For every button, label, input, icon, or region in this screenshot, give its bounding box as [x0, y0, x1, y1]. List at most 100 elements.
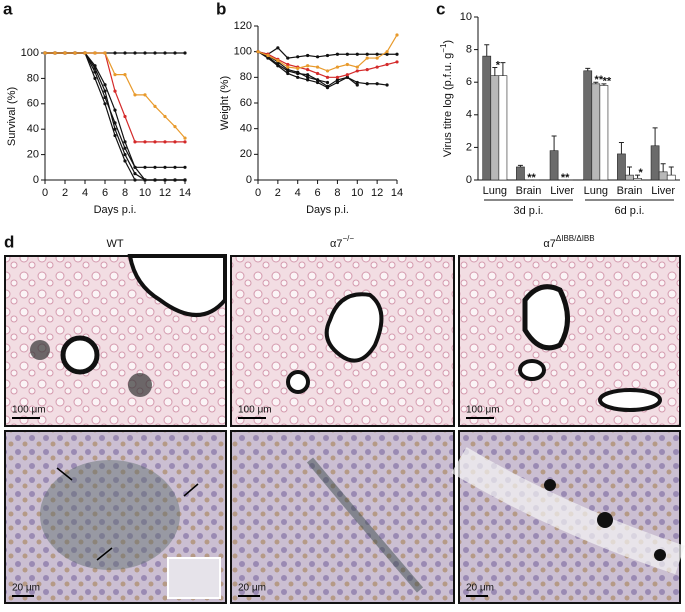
marker	[143, 165, 147, 169]
y-tick-label: 4	[466, 109, 472, 121]
y-tick-label: 40	[240, 123, 252, 135]
marker	[335, 65, 340, 69]
marker	[183, 140, 187, 144]
y-tick-label: 6	[466, 76, 472, 88]
marker	[365, 82, 369, 86]
bar	[498, 75, 508, 181]
marker	[173, 165, 177, 169]
marker	[286, 65, 290, 69]
bar	[617, 153, 626, 181]
scale-bar-label: 100 μm	[12, 405, 46, 416]
marker	[315, 71, 320, 76]
marker	[286, 62, 290, 67]
marker	[143, 51, 147, 55]
marker	[345, 62, 349, 67]
y-tick-label: 80	[240, 71, 252, 83]
x-tick-label: Lung	[584, 185, 608, 197]
bar	[666, 174, 676, 181]
marker	[183, 165, 187, 169]
line	[45, 52, 186, 139]
x-tick-label: 14	[179, 187, 191, 199]
marker	[296, 75, 300, 79]
marker	[296, 66, 300, 70]
y-tick-label: 60	[240, 97, 252, 109]
bar	[482, 55, 492, 181]
marker	[123, 146, 127, 150]
marker	[266, 56, 270, 60]
marker	[315, 78, 320, 82]
marker	[315, 80, 320, 85]
marker	[306, 64, 310, 68]
marker	[296, 55, 300, 59]
marker	[355, 52, 359, 56]
marker	[355, 83, 359, 87]
marker	[123, 72, 127, 77]
x-tick-label: 0	[255, 187, 261, 199]
marker	[315, 65, 320, 69]
y-tick-label: 20	[240, 148, 252, 160]
x-tick-label: Brain	[617, 185, 643, 197]
marker	[385, 62, 389, 67]
y-tick-label: 100	[234, 46, 252, 58]
error-bar	[660, 163, 666, 172]
y-tick-label: 8	[466, 44, 472, 56]
scale-bar-label: 20 μm	[466, 583, 494, 594]
x-tick-label: Liver	[550, 185, 574, 197]
y-tick-label: 10	[460, 11, 472, 23]
marker	[306, 73, 310, 77]
error-bar	[551, 135, 557, 151]
marker	[163, 114, 167, 119]
marker	[375, 52, 379, 56]
error-bar	[652, 127, 658, 146]
significance: **	[603, 76, 612, 88]
marker	[183, 51, 187, 55]
error-bar	[500, 62, 506, 76]
x-tick-label: Brain	[516, 185, 542, 197]
panel-label: c	[436, 0, 445, 18]
marker	[53, 51, 57, 55]
marker	[395, 60, 399, 64]
marker	[153, 140, 157, 144]
y-axis-title-part: −1	[439, 43, 448, 53]
marker	[133, 172, 137, 176]
scale-bar-label: 100 μm	[466, 405, 500, 416]
marker	[365, 52, 369, 56]
marker	[335, 52, 340, 56]
y-tick-label: 60	[27, 98, 39, 110]
marker	[385, 50, 389, 54]
y-axis-title: Survival (%)	[6, 87, 18, 146]
marker	[133, 51, 137, 55]
marker	[276, 46, 280, 50]
scale-bar-label: 20 μm	[12, 583, 40, 594]
x-axis-title: Days p.i.	[94, 204, 137, 216]
marker	[335, 78, 340, 82]
significance: **	[595, 74, 604, 86]
bar	[625, 174, 634, 181]
marker	[133, 93, 137, 97]
y-tick-label: 20	[27, 149, 39, 161]
marker	[173, 140, 177, 144]
marker	[266, 53, 270, 58]
marker	[365, 68, 369, 72]
x-tick-label: 6	[102, 187, 108, 199]
y-axis-title: Weight (%)	[219, 76, 231, 130]
marker	[375, 82, 379, 86]
marker	[355, 65, 359, 69]
error-bar	[517, 164, 523, 167]
marker	[93, 51, 97, 55]
x-tick-label: 12	[371, 187, 383, 199]
marker	[153, 104, 157, 108]
marker	[325, 80, 330, 85]
marker	[183, 136, 187, 140]
marker	[355, 80, 359, 85]
marker	[325, 75, 330, 79]
error-bar	[484, 44, 490, 57]
marker	[256, 50, 260, 54]
marker	[153, 178, 157, 182]
y-tick-label: 0	[466, 174, 472, 186]
panel-label: a	[3, 0, 13, 18]
column-label: α7ΔIBB/ΔIBB	[543, 234, 594, 250]
panel-label: b	[216, 0, 226, 18]
x-tick-label: 6	[315, 187, 321, 199]
x-tick-label: 14	[391, 187, 403, 199]
